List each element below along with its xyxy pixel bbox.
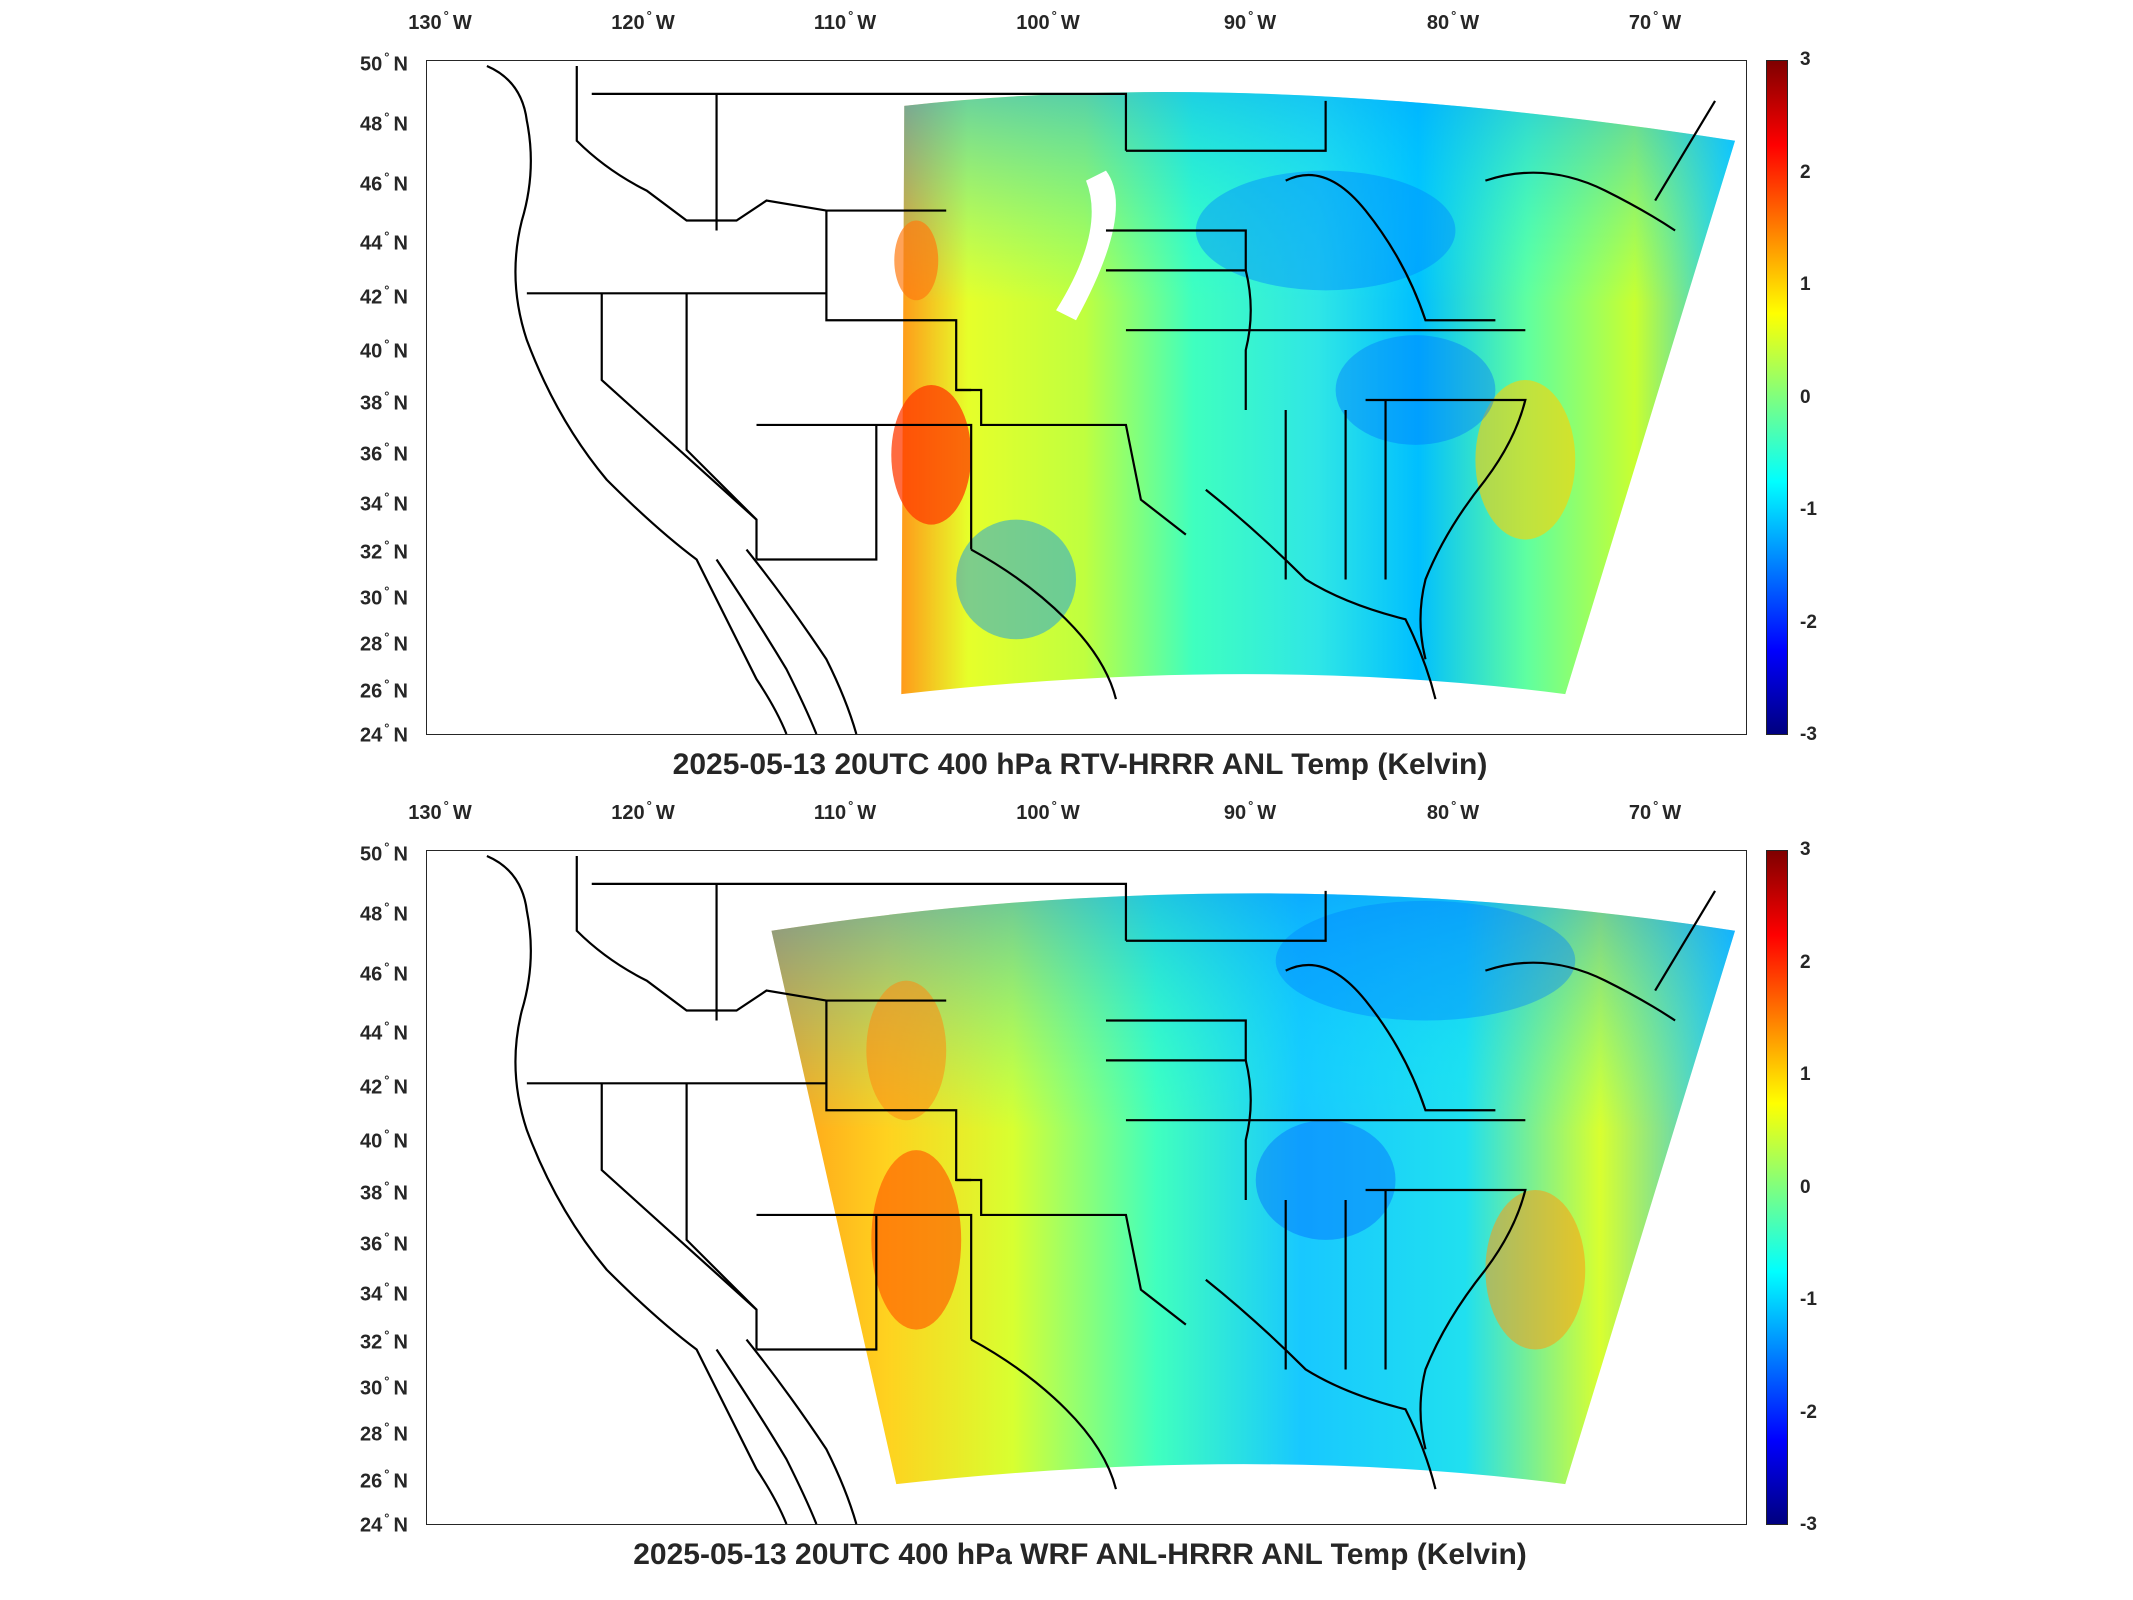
lon-tick-label: 70 ° W: [1628, 8, 1682, 34]
colorbar-tick-label: 3: [1800, 49, 1811, 70]
map-plot-area: [426, 60, 1747, 735]
colorbar-tick-label: 2: [1800, 161, 1811, 183]
colorbar-tick-label: 0: [1800, 386, 1811, 408]
panel-title: 2025-05-13 20UTC 400 hPa WRF ANL-HRRR AN…: [633, 1538, 1527, 1571]
colorbar: [1766, 60, 1788, 735]
lat-tick-label: 40 ° N: [360, 1126, 408, 1153]
lat-tick-label: 26 ° N: [360, 1466, 408, 1493]
lat-tick-label: 46 ° N: [360, 169, 408, 196]
lon-tick-label: 90 ° W: [1223, 798, 1277, 824]
lon-tick-label: 80 ° W: [1426, 798, 1480, 824]
lat-tick-label: 30 ° N: [360, 1373, 408, 1400]
temperature-difference-field: [486, 64, 1736, 734]
lat-tick-label: 48 ° N: [360, 109, 408, 136]
lon-tick-label: 80 ° W: [1426, 8, 1480, 34]
lat-tick-label: 40 ° N: [360, 336, 408, 363]
lat-tick-label: 28 ° N: [360, 1419, 408, 1446]
lat-tick-label: 50 ° N: [360, 839, 408, 866]
lon-tick-label: 120 ° W: [611, 8, 675, 34]
colorbar: [1766, 850, 1788, 1525]
colorbar-tick-label: 0: [1800, 1176, 1811, 1198]
colorbar-tick-label: 2: [1800, 951, 1811, 973]
colorbar-tick-label: 3: [1800, 839, 1811, 860]
colorbar-tick-label: -3: [1800, 724, 1817, 745]
lat-tick-label: 44 ° N: [360, 1018, 408, 1045]
temperature-difference-field: [486, 854, 1736, 1524]
lon-tick-label: 70 ° W: [1628, 798, 1682, 824]
lat-tick-label: 28 ° N: [360, 629, 408, 656]
lon-tick-label: 90 ° W: [1223, 8, 1277, 34]
lat-tick-label: 26 ° N: [360, 676, 408, 703]
lat-tick-label: 38 ° N: [360, 388, 408, 415]
lat-tick-label: 44 ° N: [360, 228, 408, 255]
map-panel-wrf: 130 ° W 120 ° W 110 ° W 100 ° W 90 ° W 80 ° W 70 ° W 50 ° N 48 °…: [0, 790, 2133, 1580]
lon-tick-label: 130 ° W: [408, 798, 472, 824]
lat-tick-label: 34 ° N: [360, 489, 408, 516]
lon-tick-label: 110 ° W: [813, 8, 877, 34]
colorbar-tick-label: 1: [1800, 1064, 1811, 1085]
map-plot-area: [426, 850, 1747, 1525]
lat-tick-label: 24 ° N: [360, 1510, 408, 1537]
lat-tick-label: 38 ° N: [360, 1178, 408, 1205]
colorbar-tick-label: -3: [1800, 1514, 1817, 1535]
lat-tick-label: 42 ° N: [360, 1072, 408, 1099]
colorbar-tick-label: -2: [1800, 1401, 1817, 1423]
colorbar-tick-label: 1: [1800, 274, 1811, 295]
colorbar-tick-label: -1: [1800, 499, 1817, 520]
lat-tick-label: 32 ° N: [360, 1327, 408, 1354]
lon-tick-label: 100 ° W: [1016, 8, 1080, 34]
lat-tick-label: 36 ° N: [360, 439, 408, 466]
panel-title: 2025-05-13 20UTC 400 hPa RTV-HRRR ANL Te…: [672, 748, 1488, 781]
lat-tick-label: 48 ° N: [360, 899, 408, 926]
lat-tick-label: 42 ° N: [360, 282, 408, 309]
lat-tick-label: 32 ° N: [360, 537, 408, 564]
lon-tick-label: 130 ° W: [408, 8, 472, 34]
lat-tick-label: 36 ° N: [360, 1229, 408, 1256]
lat-tick-label: 30 ° N: [360, 583, 408, 610]
lat-tick-label: 50 ° N: [360, 49, 408, 76]
lat-tick-label: 46 ° N: [360, 959, 408, 986]
colorbar-tick-label: -1: [1800, 1289, 1817, 1310]
colorbar-tick-label: -2: [1800, 611, 1817, 633]
lon-tick-label: 120 ° W: [611, 798, 675, 824]
coastlines-and-boundaries: [486, 854, 1716, 1524]
lat-tick-label: 34 ° N: [360, 1279, 408, 1306]
coastlines-and-boundaries: [486, 64, 1716, 734]
lat-tick-label: 24 ° N: [360, 720, 408, 747]
lon-tick-label: 100 ° W: [1016, 798, 1080, 824]
map-panel-rtv: 130 ° W 120 ° W 110 ° W 100 ° W 90 ° W 80 ° W 70 ° W 50 ° N 48 °…: [0, 0, 2133, 790]
lon-tick-label: 110 ° W: [813, 798, 877, 824]
